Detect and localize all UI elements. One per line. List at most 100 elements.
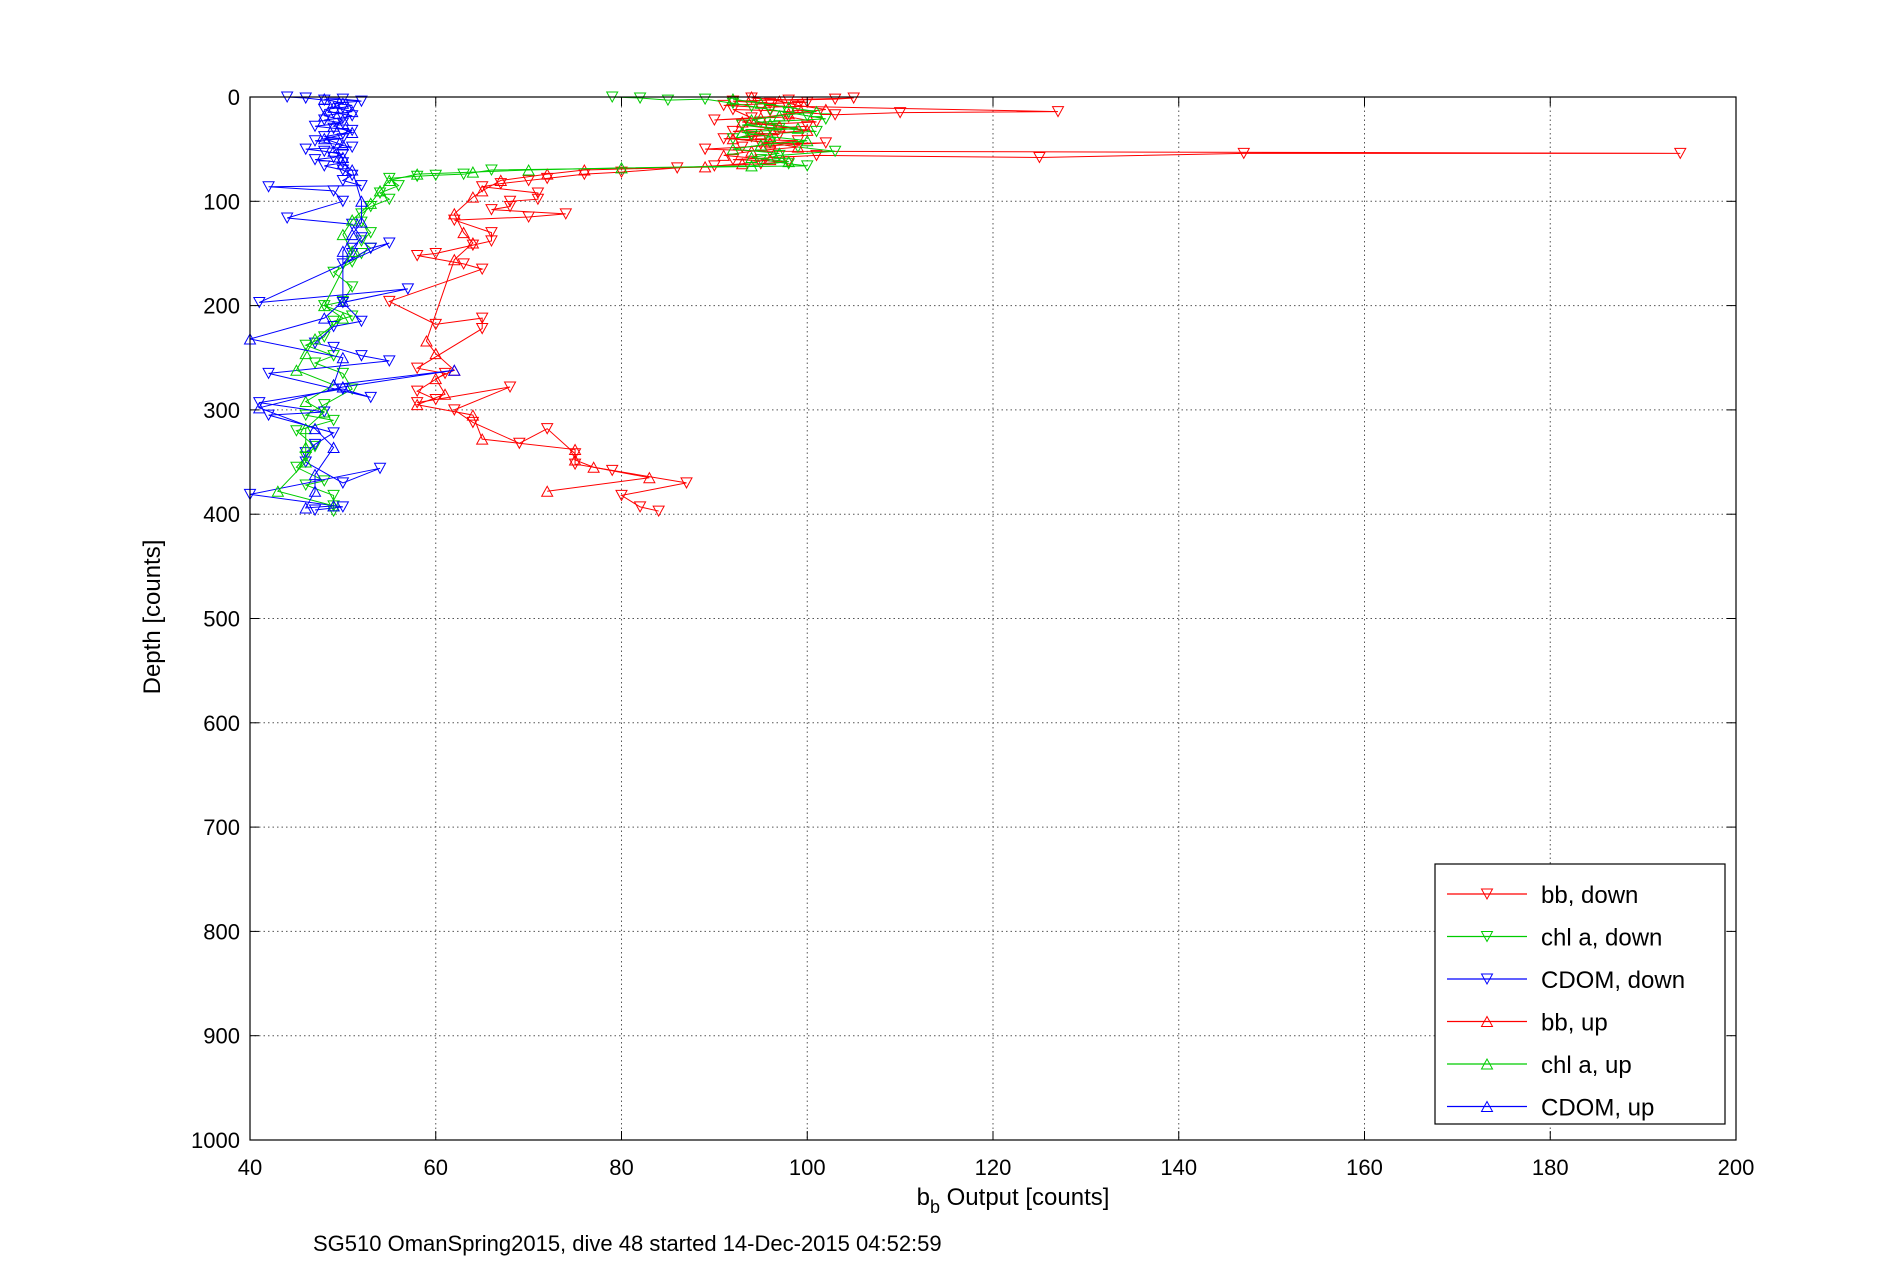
- data-point: [652, 505, 665, 518]
- data-point: [466, 236, 480, 249]
- data-point: [364, 197, 378, 209]
- data-point: [466, 166, 480, 178]
- data-point: [763, 105, 777, 117]
- legend-item: bb, up: [1447, 1010, 1608, 1037]
- legend-marker: [1480, 888, 1494, 901]
- data-point: [308, 332, 322, 345]
- data-point: [355, 350, 368, 362]
- data-point: [317, 109, 331, 122]
- data-point: [438, 388, 452, 400]
- data-point: [828, 93, 842, 106]
- data-point: [531, 187, 545, 199]
- data-point: [800, 160, 814, 172]
- data-point: [791, 141, 805, 153]
- data-point: [345, 228, 359, 241]
- data-point: [252, 401, 266, 414]
- data-point: [308, 357, 322, 370]
- data-point: [447, 404, 461, 416]
- data-point: [745, 92, 758, 105]
- data-point: [754, 116, 768, 129]
- data-point: [317, 299, 331, 312]
- data-point: [754, 138, 768, 151]
- legend-item: chl a, down: [1447, 925, 1662, 952]
- data-point: [299, 339, 313, 352]
- data-point: [475, 181, 489, 193]
- data-point: [782, 101, 796, 113]
- data-point: [485, 204, 498, 216]
- data-point: [791, 122, 805, 134]
- data-point: [299, 92, 313, 105]
- data-point: [475, 263, 489, 276]
- data-point: [327, 441, 340, 453]
- data-point: [327, 378, 340, 391]
- data-point: [317, 312, 331, 324]
- legend-marker: [1480, 931, 1494, 943]
- x-tick-label: 160: [1346, 1155, 1383, 1180]
- data-point: [327, 145, 340, 157]
- data-point: [327, 320, 340, 333]
- data-point: [447, 207, 461, 220]
- x-tick-label: 200: [1718, 1155, 1755, 1180]
- x-tick-labels: 40 60 80 100 120 140 160 180 200: [238, 1155, 1755, 1180]
- data-point: [726, 97, 740, 110]
- data-point: [578, 163, 591, 176]
- data-point: [336, 133, 350, 145]
- data-point: [336, 295, 350, 307]
- data-point: [782, 94, 796, 107]
- data-point: [262, 409, 275, 422]
- data-point: [355, 247, 368, 260]
- data-point: [336, 228, 350, 241]
- y-tick-label: 900: [203, 1024, 240, 1049]
- data-point: [336, 312, 350, 324]
- x-axis-label: bb Output [counts]: [917, 1184, 1110, 1217]
- data-point: [410, 385, 424, 398]
- legend-label: chl a, down: [1541, 925, 1662, 952]
- data-point: [299, 143, 313, 156]
- data-point: [1673, 147, 1687, 160]
- data-point: [336, 367, 350, 380]
- data-point: [262, 367, 275, 380]
- y-tick-label: 300: [203, 398, 240, 423]
- data-point: [317, 399, 331, 411]
- data-point: [308, 154, 322, 166]
- x-tick-label: 60: [424, 1155, 448, 1180]
- data-point: [763, 122, 777, 135]
- data-point: [717, 149, 731, 161]
- data-point: [355, 216, 368, 228]
- legend-label: CDOM, up: [1541, 1095, 1654, 1122]
- data-point: [893, 107, 907, 119]
- data-point: [782, 155, 796, 168]
- series-0: [382, 92, 1687, 518]
- data-point: [317, 405, 331, 418]
- data-point: [410, 398, 424, 411]
- data-point: [773, 109, 786, 122]
- data-point: [810, 125, 823, 138]
- data-point: [327, 151, 340, 164]
- data-point: [735, 119, 749, 132]
- data-point: [327, 97, 340, 110]
- data-point: [364, 391, 378, 404]
- data-point: [819, 137, 833, 149]
- data-point: [345, 141, 359, 154]
- data-point: [336, 501, 350, 513]
- data-point: [410, 362, 424, 375]
- data-point: [327, 185, 340, 197]
- data-point: [308, 438, 322, 451]
- legend-item: chl a, up: [1447, 1052, 1632, 1079]
- data-point: [345, 310, 359, 323]
- data-point: [336, 174, 350, 187]
- data-point: [364, 242, 378, 255]
- legend-label: chl a, up: [1541, 1052, 1632, 1079]
- data-point: [271, 485, 285, 497]
- data-point: [336, 164, 350, 177]
- data-point: [420, 335, 433, 347]
- data-point: [317, 160, 331, 172]
- data-point: [345, 247, 359, 260]
- data-point: [475, 323, 489, 335]
- data-point: [345, 105, 359, 118]
- tick-marks: [249, 96, 1737, 1141]
- y-tick-label: 500: [203, 607, 240, 632]
- data-point: [355, 195, 368, 207]
- data-point: [485, 164, 498, 177]
- data-point: [317, 145, 331, 158]
